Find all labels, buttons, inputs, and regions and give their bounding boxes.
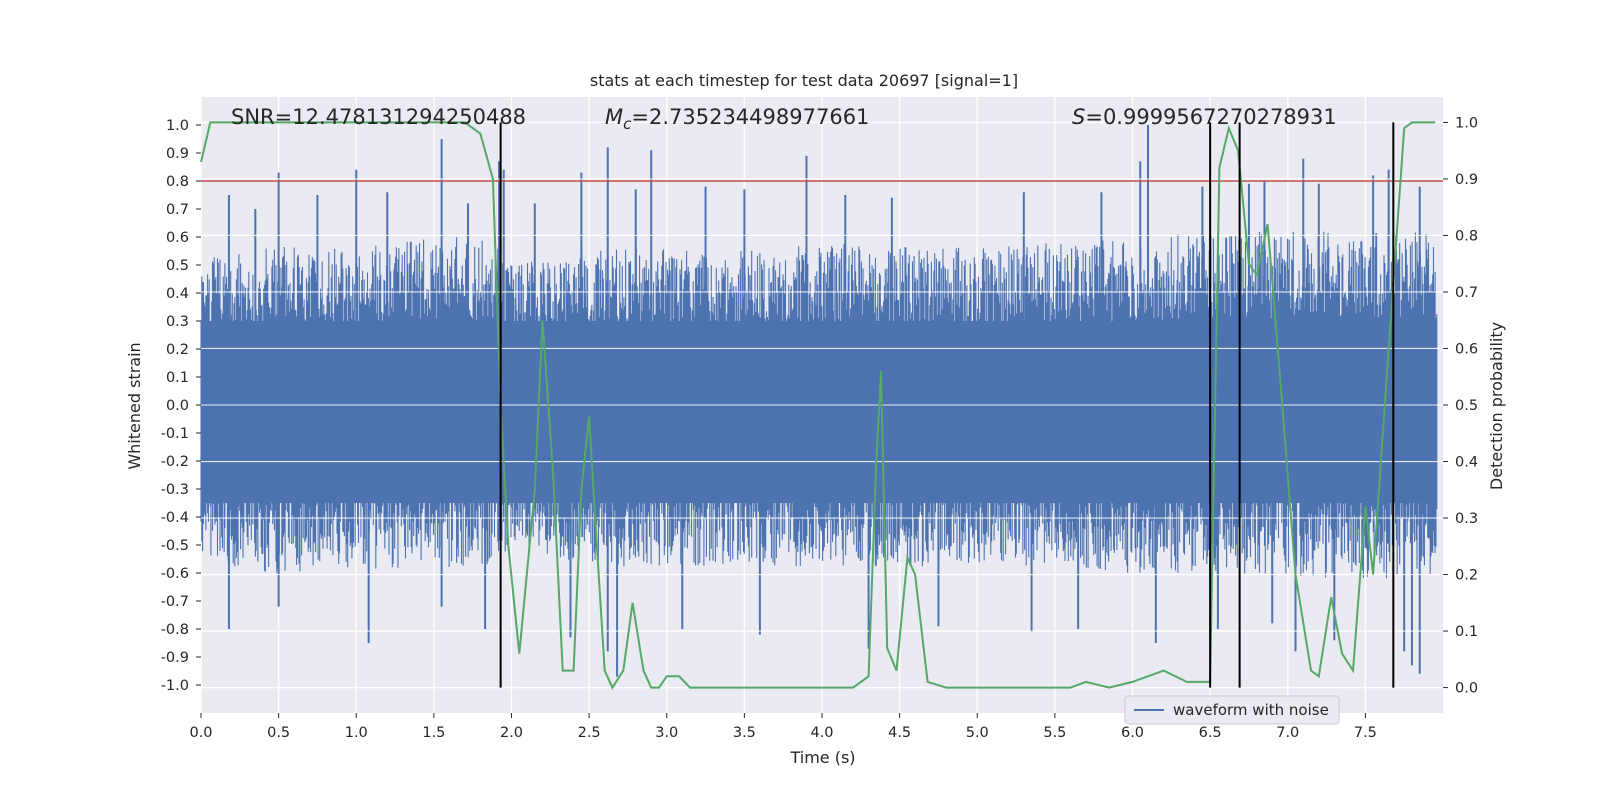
x-tick-label: 7.5 [1354,725,1377,741]
s-value: =0.9999567270278931 [1085,105,1336,129]
y-tick-label-right: 0.6 [1455,341,1478,357]
y-tick-label-left: -0.7 [161,594,189,610]
mc-annotation: Mc=2.735234498977661 [605,105,869,133]
y-tick-label-left: 0.4 [166,286,189,302]
y-tick-label-right: 0.4 [1455,455,1478,471]
y-tick-label-left: 0.0 [166,398,189,414]
x-tick-label: 3.5 [733,725,756,741]
y-tick-label-left: -0.8 [161,622,189,638]
y-tick-label-left: -0.5 [161,538,189,554]
x-tick-label: 4.5 [888,725,911,741]
mc-subscript: c [623,115,632,133]
x-tick-label: 5.5 [1043,725,1066,741]
y-tick-label-left: 0.2 [166,342,189,358]
y-tick-label-left: -0.6 [161,566,189,582]
y-tick-label-right: 0.5 [1455,398,1478,414]
x-axis-label: Time (s) [789,748,855,767]
x-tick-label: 2.5 [578,725,601,741]
x-tick-label: 7.0 [1276,725,1299,741]
y-tick-label-left: 0.8 [166,174,189,190]
x-tick-label: 1.0 [345,725,368,741]
y-tick-label-left: 0.3 [166,314,189,330]
y-tick-label-left: 0.1 [166,370,189,386]
legend: waveform with noise [1124,695,1340,725]
y-tick-label-right: 0.1 [1455,624,1478,640]
x-tick-label: 6.5 [1199,725,1222,741]
waveform-core [201,321,1437,503]
y-tick-label-left: 1.0 [166,118,189,134]
snr-annotation: SNR=12.478131294250488 [231,105,526,129]
y-tick-label-left: 0.6 [166,230,189,246]
y-tick-label-right: 0.7 [1455,285,1478,301]
x-tick-label: 0.5 [267,725,290,741]
x-tick-label: 1.5 [422,725,445,741]
y-tick-label-left: -0.4 [161,510,189,526]
y-tick-label-left: 0.9 [166,146,189,162]
x-tick-label: 2.0 [500,725,523,741]
y-tick-label-left: -0.3 [161,482,189,498]
x-tick-label: 3.0 [655,725,678,741]
probability-series [200,121,1436,690]
y-tick-label-right: 1.0 [1455,115,1478,131]
y-tick-label-left: -0.2 [161,454,189,470]
y-tick-label-left: -1.0 [161,678,189,694]
x-tick-label: 0.0 [189,725,212,741]
y-axis-label-right: Detection probability [1487,322,1506,490]
y-tick-label-right: 0.9 [1455,172,1478,188]
y-tick-label-right: 0.3 [1455,511,1478,527]
legend-box [1124,695,1340,725]
s-annotation: S=0.9999567270278931 [1072,105,1337,129]
x-tick-label: 5.0 [966,725,989,741]
mc-value: =2.735234498977661 [631,105,869,129]
y-tick-label-left: -0.1 [161,426,189,442]
y-axis-label-left: Whitened strain [125,342,144,469]
y-tick-label-right: 0.0 [1455,681,1478,697]
x-tick-label: 6.0 [1121,725,1144,741]
chart-title: stats at each timestep for test data 206… [590,71,1018,90]
y-tick-label-left: -0.9 [161,650,189,666]
legend-label: waveform with noise [1173,701,1329,719]
x-tick-label: 4.0 [810,725,833,741]
y-tick-label-right: 0.8 [1455,228,1478,244]
s-symbol: S [1072,105,1085,129]
y-tick-label-left: 0.7 [166,202,189,218]
mc-symbol: M [605,105,623,129]
y-tick-label-left: 0.5 [166,258,189,274]
y-tick-label-right: 0.2 [1455,568,1478,584]
